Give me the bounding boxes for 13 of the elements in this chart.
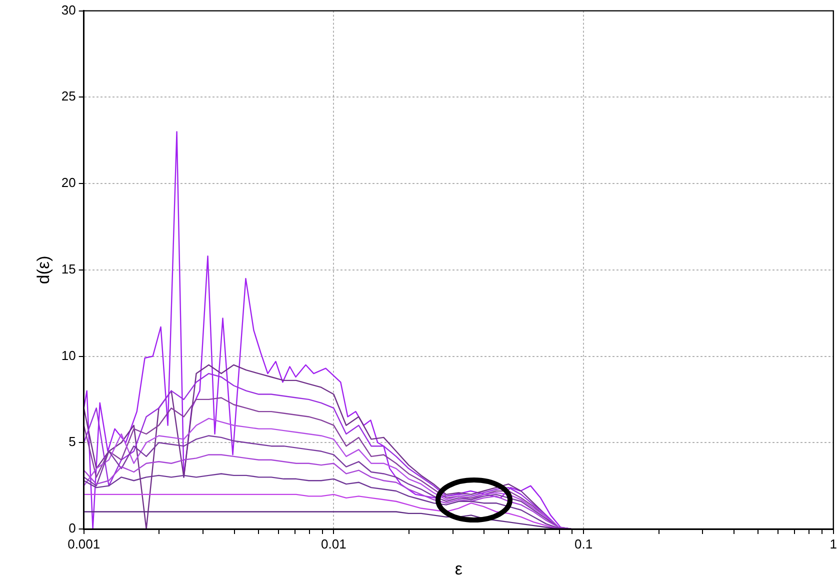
x-axis-title: ε	[454, 559, 463, 578]
y-tick-label: 15	[61, 261, 76, 276]
y-tick-label: 5	[68, 434, 76, 450]
x-tick-label: 0.01	[321, 536, 346, 552]
y-tick-label: 10	[61, 348, 76, 363]
x-tick-label: 1	[830, 536, 837, 552]
y-tick-label: 25	[61, 88, 76, 104]
y-tick-label: 0	[68, 520, 76, 536]
x-tick-label: 0.001	[68, 536, 100, 552]
y-axis-title: d(ε)	[34, 256, 53, 284]
y-tick-label: 30	[61, 2, 76, 18]
y-tick-label: 20	[61, 175, 76, 190]
x-tick-label: 0.1	[574, 536, 593, 552]
